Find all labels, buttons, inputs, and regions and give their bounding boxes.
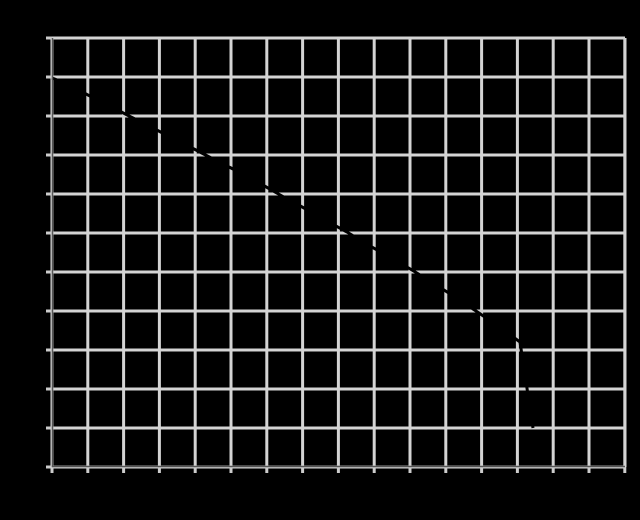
x-axis-ticks-group (50, 467, 627, 473)
x-gridlines-group (50, 38, 627, 467)
y-axis-ticks-group (46, 36, 52, 469)
data-series-line[interactable] (51, 76, 535, 429)
